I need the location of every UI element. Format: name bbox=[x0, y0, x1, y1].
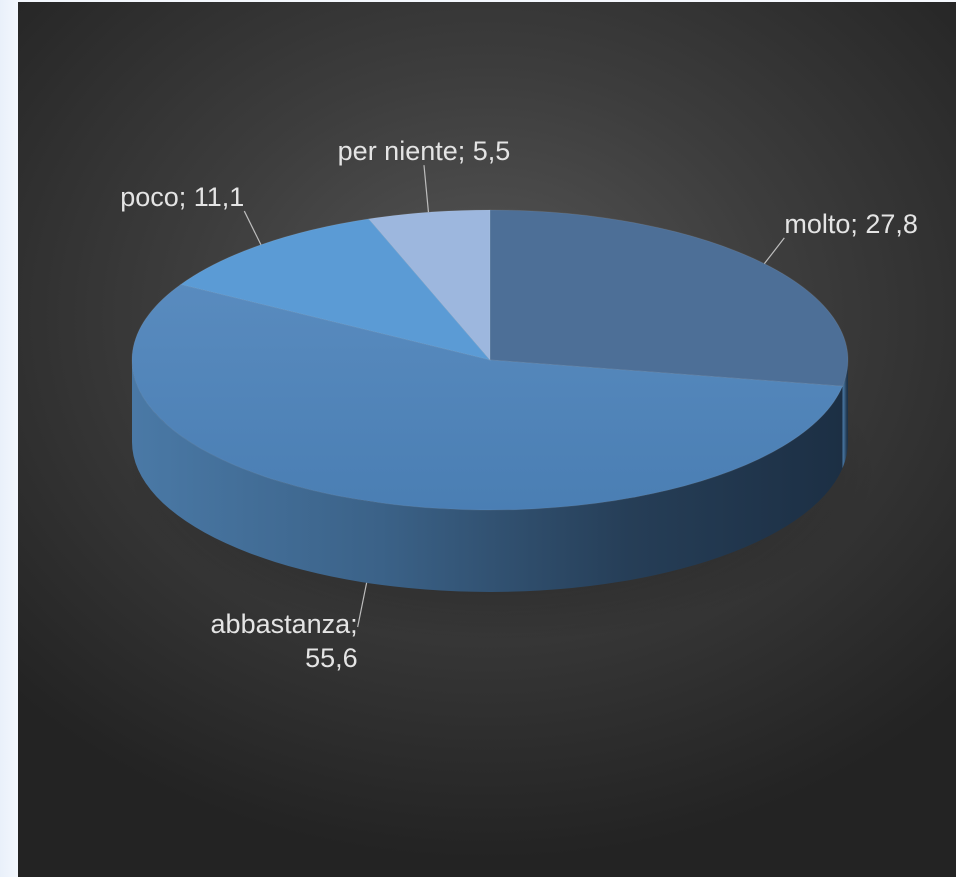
data-label-line: 55,6 bbox=[305, 643, 358, 673]
data-label-line: poco; 11,1 bbox=[120, 182, 244, 212]
data-label-line: molto; 27,8 bbox=[784, 209, 918, 239]
data-label-abbastanza: abbastanza; 55,6 bbox=[211, 609, 358, 673]
data-label-per-niente: per niente; 5,5 bbox=[338, 136, 511, 166]
pie-top bbox=[132, 210, 848, 510]
leader-line-poco bbox=[244, 211, 261, 245]
data-label-line: abbastanza; bbox=[211, 609, 358, 639]
data-label-line: per niente; 5,5 bbox=[338, 136, 511, 166]
pie-chart: molto; 27,8 abbastanza; 55,6 poco; 11,1 per … bbox=[18, 2, 956, 877]
chart-panel: molto; 27,8 abbastanza; 55,6 poco; 11,1 per … bbox=[18, 2, 956, 877]
data-label-molto: molto; 27,8 bbox=[784, 209, 918, 239]
leader-line-molto bbox=[764, 238, 784, 264]
leader-line-per-niente bbox=[424, 165, 428, 212]
data-label-poco: poco; 11,1 bbox=[120, 182, 244, 212]
